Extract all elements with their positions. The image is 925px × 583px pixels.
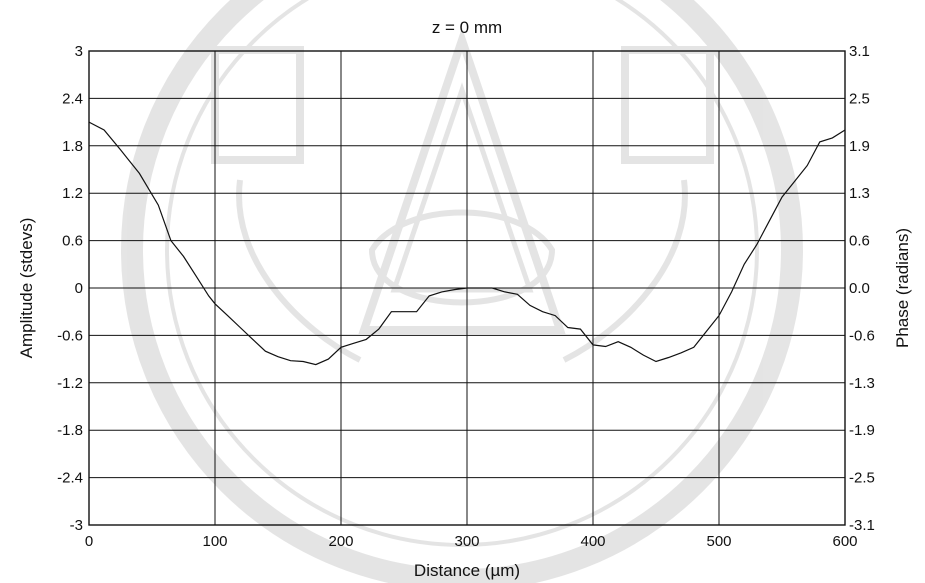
y2-tick-label: -3.1 xyxy=(849,517,875,534)
y2-axis-label: Phase (radians) xyxy=(893,228,912,348)
y-tick-label: 1.2 xyxy=(62,185,83,202)
y2-tick-label: 1.9 xyxy=(849,138,870,155)
y-tick-label: 3 xyxy=(75,43,83,60)
y-tick-label: 1.8 xyxy=(62,138,83,155)
x-tick-label: 100 xyxy=(202,533,227,550)
x-tick-label: 500 xyxy=(706,533,731,550)
y-tick-labels: 3 2.4 1.8 1.2 0.6 0 -0.6 -1.2 -1.8 -2.4 -3 xyxy=(57,43,83,534)
x-tick-label: 400 xyxy=(580,533,605,550)
x-axis-label: Distance (µm) xyxy=(414,561,520,580)
y-tick-label: -0.6 xyxy=(57,327,83,344)
y-tick-label: -3 xyxy=(70,517,83,534)
x-tick-label: 600 xyxy=(832,533,857,550)
y-tick-label: -2.4 xyxy=(57,470,83,487)
y2-tick-label: 3.1 xyxy=(849,43,870,60)
y-tick-label: -1.8 xyxy=(57,422,83,439)
x-tick-label: 0 xyxy=(85,533,93,550)
y-axis-label: Amplitude (stdevs) xyxy=(17,218,36,359)
y2-tick-label: 0.0 xyxy=(849,280,870,297)
y-tick-label: 0 xyxy=(75,280,83,297)
y2-tick-label: 0.6 xyxy=(849,233,870,250)
y2-tick-label: -0.6 xyxy=(849,327,875,344)
y-tick-label: 0.6 xyxy=(62,233,83,250)
y2-tick-label: -2.5 xyxy=(849,470,875,487)
gridlines xyxy=(88,50,846,526)
y2-tick-label: -1.3 xyxy=(849,375,875,392)
y-tick-label: 2.4 xyxy=(62,90,83,107)
y2-tick-labels: 3.1 2.5 1.9 1.3 0.6 0.0 -0.6 -1.3 -1.9 -2.5 -3.1 xyxy=(849,43,875,534)
y-tick-label: -1.2 xyxy=(57,375,83,392)
x-tick-label: 300 xyxy=(454,533,479,550)
watermark-seal xyxy=(121,0,803,583)
chart-title: z = 0 mm xyxy=(432,18,502,37)
x-tick-labels: 0 100 200 300 400 500 600 xyxy=(85,533,858,550)
x-tick-label: 200 xyxy=(328,533,353,550)
y2-tick-label: 2.5 xyxy=(849,90,870,107)
plot-area xyxy=(88,50,846,526)
y2-tick-label: -1.9 xyxy=(849,422,875,439)
series-line xyxy=(88,121,846,366)
y2-tick-label: 1.3 xyxy=(849,185,870,202)
